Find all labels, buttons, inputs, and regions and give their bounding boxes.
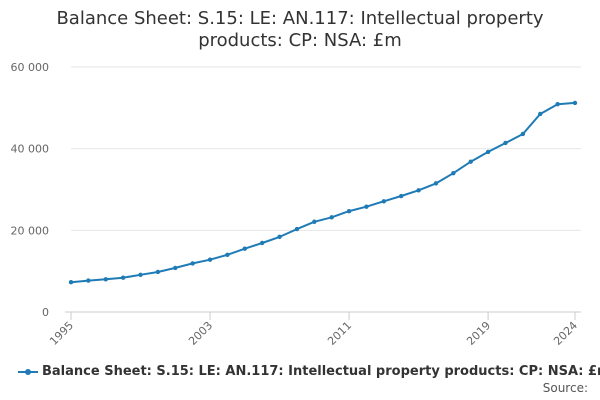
gridlines — [71, 66, 581, 231]
data-point[interactable] — [520, 131, 526, 137]
data-point[interactable] — [451, 170, 456, 176]
y-tick-label: 40 000 — [11, 143, 50, 156]
x-tick-label: 2024 — [551, 319, 580, 348]
x-tick-label: 2011 — [325, 319, 354, 348]
chart-title: Balance Sheet: S.15: LE: AN.117: Intelle… — [0, 8, 600, 52]
data-point[interactable] — [399, 193, 404, 199]
data-point[interactable] — [312, 219, 317, 224]
data-point[interactable] — [538, 111, 543, 117]
data-point[interactable] — [68, 279, 74, 285]
source-label: Source: — [542, 381, 588, 395]
series-layer — [68, 100, 578, 285]
data-point[interactable] — [503, 140, 508, 146]
axes: 0 20 000 40 000 60 000 1995 2003 2011 2019 2024 — [11, 61, 581, 348]
chart-title-line-1: Balance Sheet: S.15: LE: AN.117: Intelle… — [56, 8, 544, 29]
data-point[interactable] — [120, 275, 126, 280]
x-tick-label: 2019 — [464, 319, 493, 348]
data-point[interactable] — [364, 204, 369, 209]
data-point[interactable] — [86, 278, 91, 283]
data-point[interactable] — [381, 199, 387, 204]
data-point[interactable] — [259, 240, 265, 246]
data-point[interactable] — [416, 188, 421, 193]
legend-label: Balance Sheet: S.15: LE: AN.117: Intelle… — [42, 364, 600, 379]
data-point[interactable] — [155, 269, 161, 275]
y-tick-label: 0 — [42, 306, 49, 319]
data-point[interactable] — [468, 159, 473, 164]
legend[interactable]: Balance Sheet: S.15: LE: AN.117: Intelle… — [18, 364, 600, 379]
data-point[interactable] — [207, 257, 213, 262]
data-point[interactable] — [346, 208, 352, 214]
data-point[interactable] — [190, 261, 195, 266]
x-tick-label: 1995 — [47, 319, 76, 348]
data-point[interactable] — [555, 101, 560, 107]
data-point[interactable] — [572, 100, 578, 106]
data-point[interactable] — [329, 215, 334, 220]
series-line — [70, 101, 576, 284]
data-point[interactable] — [485, 149, 491, 155]
y-tick-label: 60 000 — [11, 61, 50, 74]
chart-title-line-2: products: CP: NSA: £m — [198, 30, 402, 51]
data-point[interactable] — [173, 265, 178, 271]
data-point[interactable] — [242, 246, 247, 251]
data-point[interactable] — [277, 234, 282, 240]
x-tick-label: 2003 — [186, 319, 215, 348]
y-tick-label: 20 000 — [11, 224, 50, 237]
legend-swatch — [18, 366, 38, 378]
data-point[interactable] — [433, 181, 439, 186]
data-point[interactable] — [294, 226, 300, 232]
data-point[interactable] — [103, 277, 108, 282]
data-point[interactable] — [225, 252, 230, 258]
data-point[interactable] — [138, 272, 143, 278]
